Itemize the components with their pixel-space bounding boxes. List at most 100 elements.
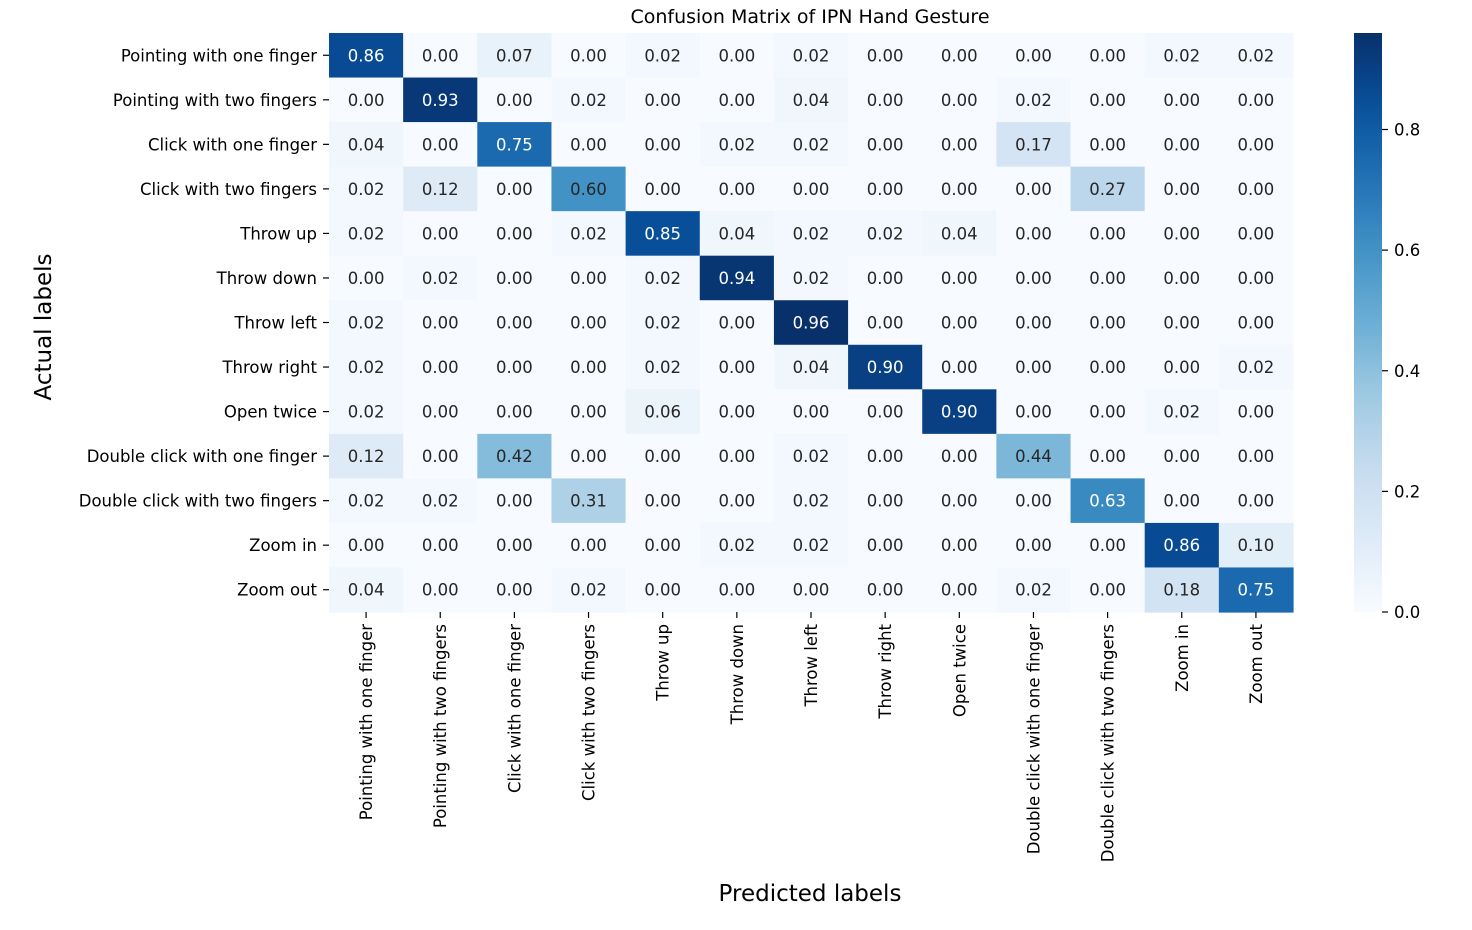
heatmap-cell [996,77,1072,123]
cell-value-label: 0.96 [793,314,830,333]
cell-value-label: 0.00 [1089,91,1126,110]
cell-value-label: 0.02 [1238,358,1275,377]
colorbar-tick-label: 0.6 [1394,241,1420,260]
cell-value-label: 0.00 [718,492,755,511]
heatmap-cell [773,300,849,346]
heatmap-cell [848,522,923,569]
cell-value-label: 0.00 [867,536,904,555]
cell-value-label: 0.00 [496,269,533,288]
heatmap-cell [477,255,553,301]
cell-value-label: 0.00 [570,403,607,422]
heatmap-cell [699,433,775,479]
heatmap-cell [773,389,849,435]
cell-value-label: 0.90 [941,403,978,422]
heatmap-cell [477,33,553,79]
heatmap-cell [625,522,701,569]
heatmap-cell [1218,300,1294,346]
cell-value-label: 0.00 [422,447,459,466]
cell-value-label: 0.02 [867,224,904,243]
heatmap-cell [848,478,923,524]
cell-value-label: 0.42 [496,447,533,466]
y-axis: Pointing with one finger Pointing with tw… [79,46,329,600]
heatmap-cell [922,433,997,479]
cell-value-label: 0.02 [793,269,830,288]
cell-value-label: 0.00 [1163,91,1200,110]
y-tick-label: Throw up [239,224,317,243]
cell-value-label: 0.02 [1015,581,1052,600]
cell-value-label: 0.00 [570,269,607,288]
cell-value-label: 0.00 [644,447,681,466]
heatmap-cell [1070,33,1146,79]
x-axis: Pointing with one finger Pointing with tw… [357,612,1266,862]
cell-value-label: 0.00 [570,314,607,333]
cell-value-label: 0.86 [1163,536,1200,555]
cell-value-label: 0.02 [348,492,385,511]
cell-value-label: 0.00 [496,581,533,600]
cell-value-label: 0.02 [1163,46,1200,65]
heatmap-cell [773,567,849,613]
heatmap-cell [848,255,923,301]
cell-value-label: 0.02 [793,536,830,555]
cell-value-label: 0.00 [941,135,978,154]
cell-value-label: 0.00 [718,91,755,110]
cell-value-label: 0.00 [1238,403,1275,422]
heatmap-cell [922,478,997,524]
cell-value-label: 0.02 [644,269,681,288]
heatmap-cell [477,567,553,613]
heatmap-cell [1218,211,1294,257]
cell-value-label: 0.00 [570,536,607,555]
cell-value-label: 0.18 [1163,581,1200,600]
cell-value-label: 0.00 [644,180,681,199]
heatmap-cell [625,389,701,435]
cell-value-label: 0.00 [422,224,459,243]
cell-value-label: 0.00 [1015,224,1052,243]
heatmap-cell [848,300,923,346]
cell-value-label: 0.02 [793,46,830,65]
heatmap-cell [329,33,404,79]
cell-value-label: 0.02 [348,403,385,422]
cell-value-label: 0.00 [496,358,533,377]
heatmap-cell [996,344,1072,390]
heatmap-cell [477,344,553,390]
heatmap-cell [403,344,478,390]
cell-value-label: 0.00 [1015,403,1052,422]
y-tick-label: Double click with one finger [87,447,317,466]
heatmap-cell [625,166,701,212]
x-tick-label: Zoom in [1173,624,1192,692]
heatmap-cell [848,389,923,435]
cell-value-label: 0.00 [1163,135,1200,154]
heatmap-cell [699,77,775,123]
cell-value-label: 0.02 [422,492,459,511]
heatmap-cell [477,77,553,123]
heatmap-cell [1070,166,1146,212]
cell-value-label: 0.00 [1238,492,1275,511]
heatmap-cell [551,33,627,79]
cell-value-label: 0.00 [644,135,681,154]
heatmap-cell [699,166,775,212]
y-tick-label: Open twice [224,403,317,422]
heatmap-cell [922,522,997,569]
cell-value-label: 0.00 [718,314,755,333]
heatmap-cell [1218,77,1294,123]
heatmap-cell [551,211,627,257]
heatmap-cell [1218,567,1294,613]
cell-value-label: 0.00 [867,135,904,154]
x-tick-label: Throw right [876,623,895,719]
heatmap-cell [922,122,997,168]
cell-value-label: 0.00 [941,581,978,600]
heatmap-cell [403,478,478,524]
colorbar: 0.0 0.2 0.4 0.6 0.8 [1354,33,1420,622]
heatmap-cell [477,300,553,346]
heatmap-cell [848,211,923,257]
colorbar-tick-label: 0.2 [1394,482,1420,501]
heatmap-cell [1070,478,1146,524]
heatmap-cell [551,567,627,613]
cell-value-label: 0.00 [1163,492,1200,511]
x-tick-label: Throw left [802,623,821,707]
cell-value-label: 0.00 [867,581,904,600]
cell-value-label: 0.00 [867,314,904,333]
heatmap-cell [1144,567,1220,613]
y-axis-label: Actual labels [31,254,57,401]
cell-value-label: 0.00 [422,135,459,154]
